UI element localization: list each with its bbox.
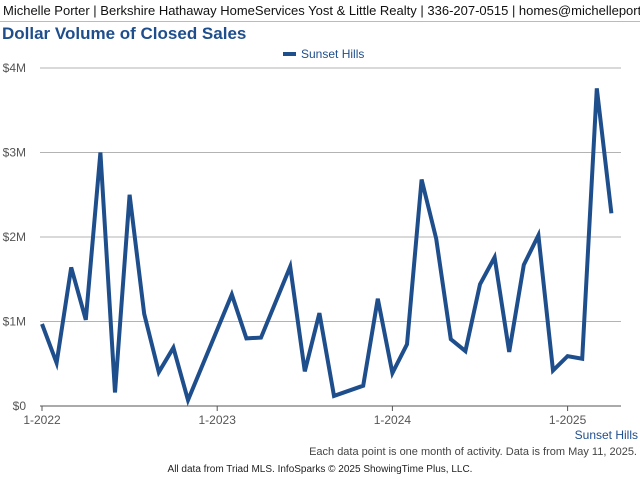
y-tick-label-2: $2M [3, 230, 26, 244]
x-tick-label-3: 1-2025 [549, 413, 587, 427]
legend-label: Sunset Hills [301, 47, 365, 61]
y-tick-label-4: $4M [3, 61, 26, 75]
y-tick-label-0: $0 [13, 399, 27, 413]
x-tick-label-0: 1-2022 [23, 413, 61, 427]
y-tick-label-1: $1M [3, 315, 26, 329]
chart-title: Dollar Volume of Closed Sales [2, 24, 247, 43]
agent-contact-header: Michelle Porter | Berkshire Hathaway Hom… [0, 0, 640, 22]
x-tick-label-1: 1-2023 [199, 413, 237, 427]
chart-legend[interactable]: Sunset Hills [283, 46, 364, 62]
footer-credit: All data from Triad MLS. InfoSparks © 20… [167, 464, 473, 475]
y-tick-label-3: $3M [3, 146, 26, 160]
gridlines [40, 67, 621, 322]
series-corner-label: Sunset Hills [574, 428, 638, 442]
series-sunset-hills [40, 88, 614, 407]
legend-swatch [283, 52, 296, 56]
data-note: Each data point is one month of activity… [309, 446, 637, 458]
x-tick-label-2: 1-2024 [374, 413, 412, 427]
axes: $0 $1M $2M $3M $4M 1-2022 1-2023 1-2024 1-2025 [3, 61, 621, 427]
series-line-0 [40, 88, 614, 407]
